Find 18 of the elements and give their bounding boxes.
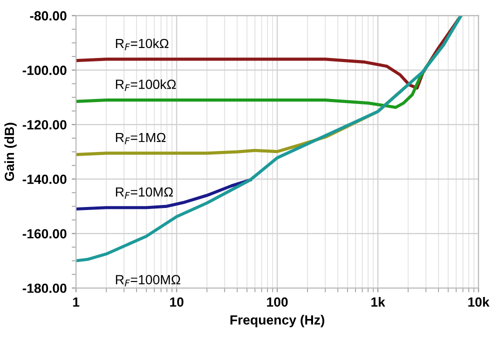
y-tick-label: -120.00 (22, 120, 66, 130)
x-tick-label: 10k (468, 297, 490, 307)
y-tick-label: -140.00 (22, 174, 66, 184)
y-tick-label: -100.00 (22, 66, 66, 76)
series-label: R$_{F}$=10MΩ (116, 187, 173, 199)
series-label: R$_{F}$=100kΩ (116, 79, 176, 92)
x-axis-title: Frequency (Hz) (230, 314, 324, 328)
x-tick-label: 100 (267, 297, 288, 307)
y-tick-label: -160.00 (22, 229, 66, 238)
x-tick-label: 1 (73, 298, 80, 307)
y-axis-title: Gain (dB) (4, 122, 17, 181)
series-label: R$_{F}$=10kΩ (116, 38, 168, 50)
y-tick-label: -180.00 (22, 284, 66, 293)
x-tick-label: 10 (170, 297, 184, 307)
y-tick-label: -80.00 (30, 11, 66, 21)
x-tick-label: 1k (371, 297, 386, 307)
series-label: R$_{F}$=100MΩ (116, 274, 180, 286)
series-label: R$_{F}$=1MΩ (116, 132, 166, 144)
